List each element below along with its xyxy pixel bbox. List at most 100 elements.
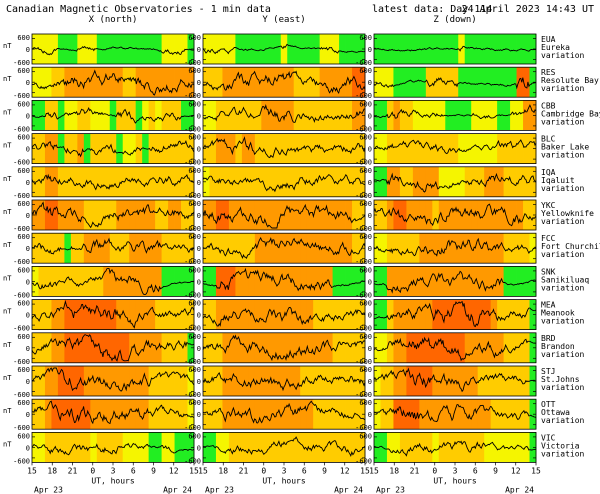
activity-band: [241, 332, 249, 363]
activity-band: [155, 200, 162, 230]
y-tick-label-bottom: -600: [355, 391, 372, 399]
activity-band: [38, 34, 46, 64]
activity-band: [319, 166, 327, 197]
activity-band: [203, 332, 210, 363]
activity-band: [445, 200, 453, 230]
activity-band: [142, 432, 150, 463]
activity-band: [274, 432, 282, 463]
activity-band: [345, 34, 353, 64]
activity-band: [516, 399, 524, 430]
activity-band: [419, 332, 427, 363]
activity-band: [326, 34, 333, 64]
activity-band: [57, 166, 65, 197]
activity-band: [235, 266, 243, 297]
activity-band: [438, 432, 446, 463]
activity-band: [490, 133, 498, 164]
activity-band: [116, 366, 124, 396]
activity-band: [77, 299, 85, 330]
activity-band: [148, 200, 156, 230]
activity-band: [345, 233, 353, 264]
activity-band: [181, 432, 188, 463]
activity-band: [174, 233, 182, 264]
activity-band: [274, 366, 282, 396]
panel-ott-2: [373, 398, 537, 430]
activity-band: [352, 166, 359, 197]
activity-band: [122, 200, 130, 230]
activity-band: [412, 266, 420, 297]
activity-band: [445, 166, 453, 197]
y-axis-unit: nT: [3, 42, 12, 50]
activity-band: [32, 332, 39, 363]
activity-band: [374, 299, 381, 330]
activity-band: [293, 100, 301, 131]
activity-band: [64, 233, 72, 264]
activity-band: [399, 233, 407, 264]
panel-mea-1: [202, 299, 366, 331]
activity-band: [57, 133, 65, 164]
activity-band: [399, 166, 407, 197]
y-axis-iqa-2: 600 0 -600: [355, 167, 372, 200]
activity-band: [445, 133, 453, 164]
activity-band: [313, 332, 321, 363]
activity-band: [209, 133, 217, 164]
activity-band: [523, 266, 530, 297]
activity-band: [393, 100, 401, 131]
y-axis-ott-1: 600 0 -600: [184, 399, 201, 432]
activity-band: [339, 432, 346, 463]
variation-trace: [202, 334, 366, 362]
variation-trace: [31, 333, 195, 362]
activity-band: [103, 399, 111, 430]
activity-band: [399, 332, 407, 363]
x-tick-label: 0: [90, 466, 95, 475]
activity-band: [332, 34, 340, 64]
activity-band: [412, 233, 420, 264]
activity-band: [523, 299, 530, 330]
y-tick-label-top: 600: [359, 233, 372, 241]
variation-trace: [373, 77, 537, 90]
activity-band: [51, 332, 59, 363]
activity-band: [241, 399, 249, 430]
date-label-end: Apr 24: [163, 485, 192, 494]
x-tick-label: 15: [27, 466, 37, 475]
column-title-2: Z (down): [433, 15, 476, 25]
activity-band: [386, 67, 394, 98]
y-tick-label-zero: 0: [26, 146, 30, 154]
activity-band: [374, 332, 381, 363]
x-tick-label: 18: [218, 466, 228, 475]
activity-band: [261, 233, 269, 264]
activity-band: [471, 299, 479, 330]
activity-band: [326, 332, 333, 363]
activity-band: [148, 332, 156, 363]
activity-band: [70, 67, 78, 98]
activity-band: [339, 34, 346, 64]
activity-band: [332, 100, 340, 131]
activity-band: [209, 399, 217, 430]
activity-band: [529, 399, 537, 430]
activity-band: [358, 432, 366, 463]
y-tick-label-top: 600: [188, 134, 201, 142]
activity-band: [393, 67, 401, 98]
activity-band: [352, 233, 359, 264]
activity-band: [51, 366, 59, 396]
activity-band: [116, 233, 124, 264]
activity-band: [215, 399, 223, 430]
activity-band: [425, 200, 433, 230]
activity-band: [44, 332, 52, 363]
activity-band: [203, 432, 210, 463]
y-axis-eua-0: 600 0 -600 nT: [3, 34, 30, 67]
activity-band: [399, 299, 407, 330]
variation-trace: [373, 139, 537, 155]
x-tick-label: 9: [322, 466, 327, 475]
activity-band: [497, 166, 504, 197]
activity-band: [399, 266, 407, 297]
date-label-start: Apr 23: [376, 485, 405, 494]
variation-trace: [373, 104, 537, 119]
activity-band: [161, 166, 169, 197]
y-axis-mea-0: 600 0 -600 nT: [3, 300, 30, 333]
activity-band: [332, 133, 340, 164]
activity-band: [51, 299, 59, 330]
activity-band: [458, 34, 466, 64]
station-name: Meanook: [541, 309, 575, 318]
